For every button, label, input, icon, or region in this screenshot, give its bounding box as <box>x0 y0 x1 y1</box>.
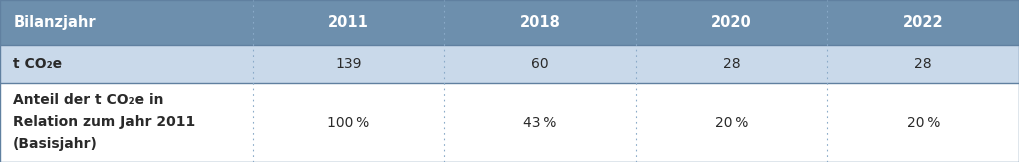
Text: 2011: 2011 <box>328 15 369 30</box>
Bar <box>444 45 636 83</box>
Bar <box>253 0 444 45</box>
Text: Relation zum Jahr 2011: Relation zum Jahr 2011 <box>13 115 196 129</box>
Bar <box>636 0 827 45</box>
Text: 2022: 2022 <box>903 15 944 30</box>
Text: 139: 139 <box>335 57 362 71</box>
Text: 20 %: 20 % <box>907 116 940 130</box>
Bar <box>444 0 636 45</box>
Bar <box>827 45 1019 83</box>
Text: (Basisjahr): (Basisjahr) <box>13 137 98 151</box>
Bar <box>0 83 253 162</box>
Bar <box>636 83 827 162</box>
Bar <box>253 83 444 162</box>
Text: 2020: 2020 <box>711 15 752 30</box>
Text: 28: 28 <box>722 57 741 71</box>
Bar <box>636 45 827 83</box>
Bar <box>827 0 1019 45</box>
Text: 100 %: 100 % <box>327 116 370 130</box>
Text: 43 %: 43 % <box>524 116 556 130</box>
Text: Anteil der t CO₂e in: Anteil der t CO₂e in <box>13 93 164 107</box>
Bar <box>444 83 636 162</box>
Bar <box>253 45 444 83</box>
Text: 28: 28 <box>914 57 932 71</box>
Bar <box>827 83 1019 162</box>
Bar <box>0 0 253 45</box>
Text: 20 %: 20 % <box>715 116 748 130</box>
Text: t CO₂e: t CO₂e <box>13 57 62 71</box>
Text: 2018: 2018 <box>520 15 560 30</box>
Text: 60: 60 <box>531 57 549 71</box>
Bar <box>0 45 253 83</box>
Text: Bilanzjahr: Bilanzjahr <box>13 15 96 30</box>
